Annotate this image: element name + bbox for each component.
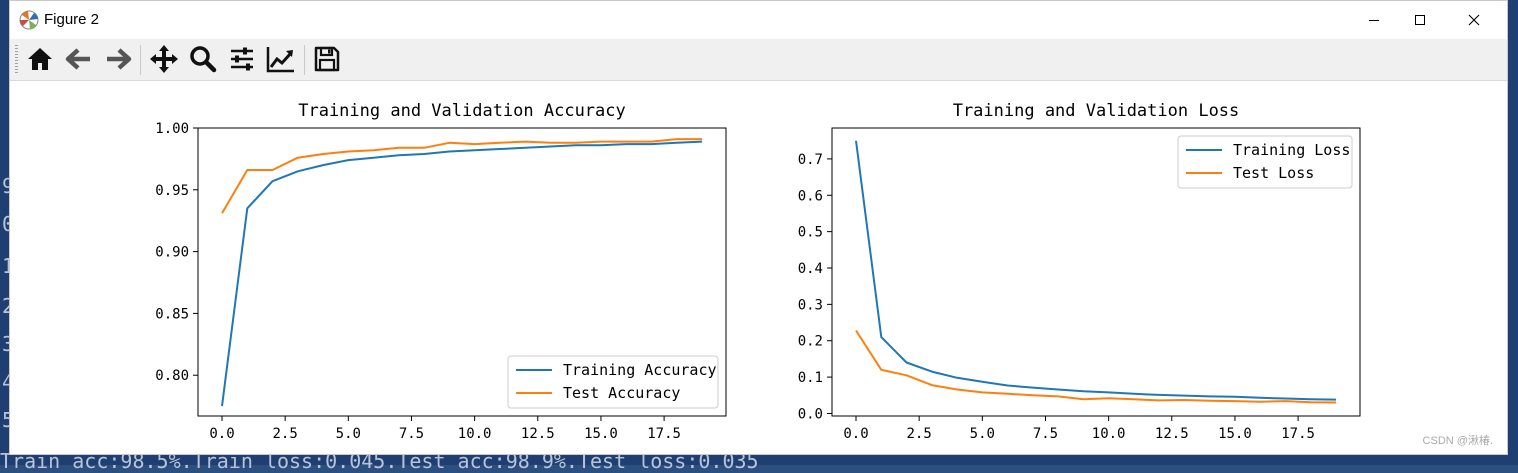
configure-subplots-icon [231,47,253,71]
y-tick-label: 0.85 [155,306,189,322]
axes-frame [831,127,1361,417]
home-icon [28,48,52,70]
x-tick-label: 15.0 [1218,426,1252,442]
x-tick-label: 15.0 [584,426,618,442]
y-tick-label: 0.90 [155,245,189,261]
navigation-toolbar [10,39,1507,81]
legend-label: Training Accuracy [563,361,717,379]
maximize-icon [1415,15,1425,25]
y-tick-label: 1.00 [155,121,189,137]
x-tick-label: 7.5 [399,426,424,442]
x-tick-label: 5.0 [336,426,361,442]
y-tick-label: 0.1 [798,370,823,386]
minimize-icon [1369,20,1379,21]
x-tick-label: 10.0 [458,426,492,442]
maximize-button[interactable] [1397,1,1443,39]
x-tick-label: 17.5 [647,426,681,442]
minimize-button[interactable] [1351,1,1397,39]
y-tick-label: 0.6 [798,188,823,204]
chart-title: Training and Validation Accuracy [298,101,626,121]
y-tick-label: 0.2 [798,334,823,350]
zoom-button[interactable] [187,43,219,75]
series-line-2 [855,329,1337,404]
y-tick-label: 0.7 [798,152,823,168]
configure-subplots-button[interactable] [226,43,258,75]
save-icon [314,46,340,72]
edit-axis-icon [266,47,294,73]
back-icon [65,48,90,70]
legend-label: Training Loss [1233,141,1350,159]
toolbar-separator [140,45,141,75]
x-tick-label: 0.0 [843,426,868,442]
series-line-1 [221,140,703,407]
edit-axis-button[interactable] [265,43,297,75]
legend: Training Loss Test Loss [1177,135,1353,189]
pan-button[interactable] [148,43,180,75]
title-bar[interactable]: Figure 2 [10,1,1507,39]
toolbar-grip [15,45,18,75]
close-button[interactable] [1451,1,1497,39]
legend-label: Test Loss [1233,164,1314,182]
x-tick-label: 7.5 [1033,426,1058,442]
x-tick-label: 0.0 [209,426,234,442]
y-tick-label: 0.95 [155,183,189,199]
y-tick-label: 0.80 [155,368,189,384]
axes-frame [197,127,727,417]
forward-button[interactable] [102,43,134,75]
x-tick-label: 2.5 [907,426,932,442]
legend-label: Test Accuracy [563,384,680,402]
close-icon [1468,14,1480,26]
x-tick-label: 2.5 [273,426,298,442]
y-tick-label: 0.3 [798,297,823,313]
series-line-1 [855,140,1337,401]
legend-box [507,355,719,409]
figure-canvas[interactable]: Training and Validation Accuracy 0.0 2.5 5.… [10,81,1507,451]
toolbar-separator [304,45,305,75]
y-tick-label: 0.0 [798,406,823,422]
legend: Training Accuracy Test Accuracy [507,355,719,409]
forward-icon [107,48,132,70]
x-tick-label: 12.5 [521,426,555,442]
y-tick-label: 0.4 [798,261,823,277]
watermark-text: CSDN @湫椿. [1422,435,1493,447]
y-tick-label: 0.5 [798,225,823,241]
chart-1: Training and Validation Accuracy 0.0 2.5 5.… [155,101,727,442]
x-tick-label: 17.5 [1281,426,1315,442]
window-title: Figure 2 [44,11,100,28]
home-button[interactable] [24,43,56,75]
chart-title: Training and Validation Loss [953,101,1240,121]
back-button[interactable] [63,43,95,75]
x-tick-label: 5.0 [970,426,995,442]
pan-icon [150,45,178,73]
figure-window: Figure 2 [9,0,1508,455]
series-line-2 [221,138,702,214]
save-button[interactable] [311,43,343,75]
x-tick-label: 10.0 [1092,426,1126,442]
zoom-icon [190,46,217,73]
matplotlib-logo-icon [19,10,39,30]
x-tick-label: 12.5 [1155,426,1189,442]
chart-2: Training and Validation Loss 0.0 2.5 5.0 7.5… [798,101,1361,442]
